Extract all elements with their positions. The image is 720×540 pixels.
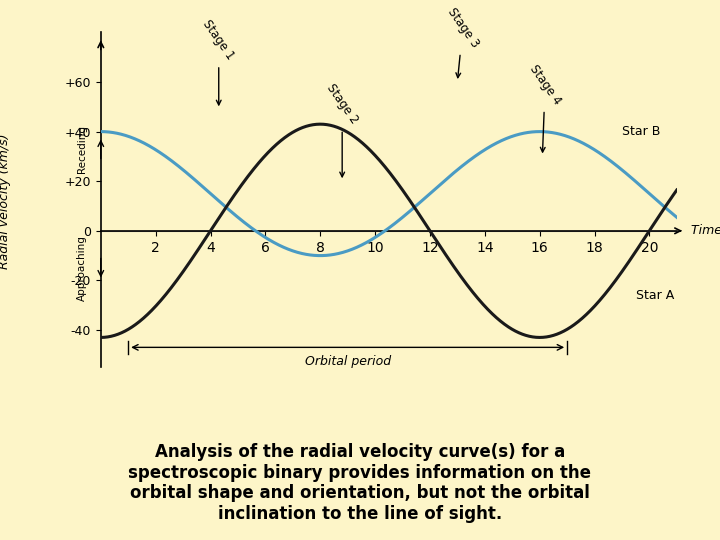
Text: Time (days): Time (days) bbox=[690, 224, 720, 237]
Text: Receding: Receding bbox=[77, 125, 87, 173]
Text: Radial velocity (km/s): Radial velocity (km/s) bbox=[0, 133, 12, 269]
Text: Stage 4: Stage 4 bbox=[527, 62, 564, 152]
Text: Approaching: Approaching bbox=[77, 235, 87, 301]
Text: Star B: Star B bbox=[622, 125, 660, 138]
Text: Analysis of the radial velocity curve(s) for a
spectroscopic binary provides inf: Analysis of the radial velocity curve(s)… bbox=[128, 443, 592, 523]
Text: Stage 1: Stage 1 bbox=[200, 17, 237, 105]
Text: Stage 3: Stage 3 bbox=[444, 5, 481, 78]
Text: Stage 2: Stage 2 bbox=[324, 82, 361, 177]
Text: Orbital period: Orbital period bbox=[305, 355, 391, 368]
Text: Star A: Star A bbox=[636, 289, 674, 302]
